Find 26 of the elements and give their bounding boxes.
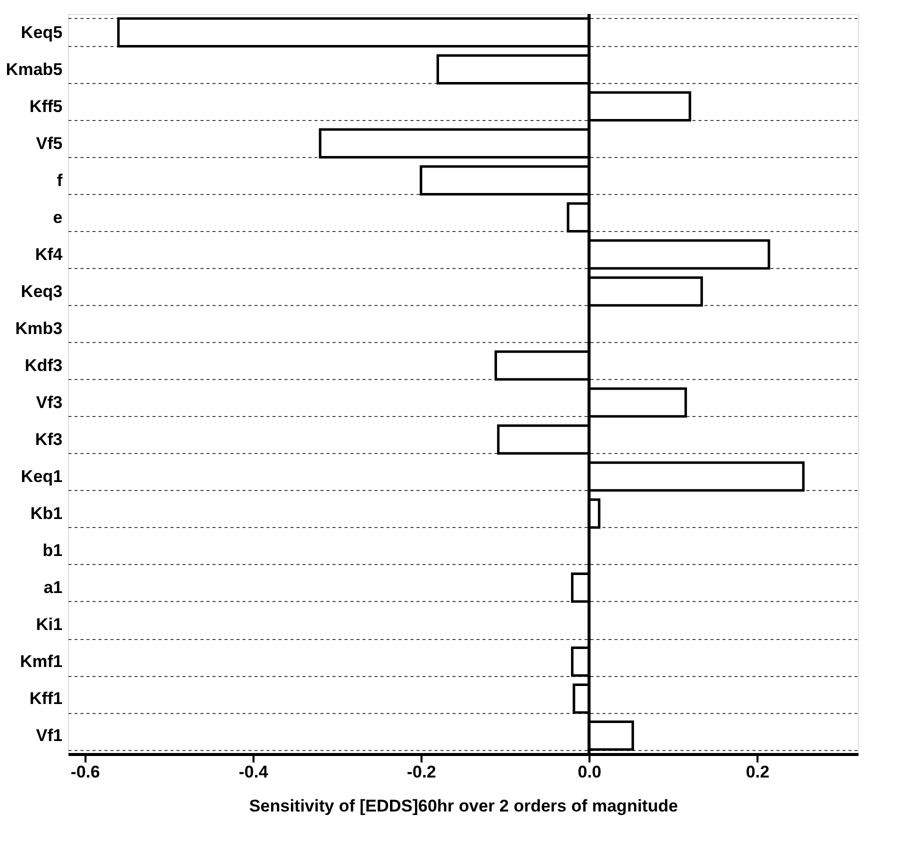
y-tick-label: Kff1 — [29, 689, 62, 708]
y-tick-label: Kb1 — [30, 504, 62, 524]
y-tick-label: Vf5 — [36, 134, 62, 153]
y-tick-label: Keq3 — [20, 282, 62, 301]
y-tick-label: Kff5 — [29, 96, 62, 116]
y-tick-label: Kf3 — [35, 430, 62, 450]
x-tick-label: -0.2 — [406, 762, 436, 782]
y-tick-label: Vf3 — [36, 393, 62, 412]
x-axis-title: Sensitivity of [EDDS]60hr over 2 orders of magnitude — [249, 796, 678, 816]
y-tick-label: Keq5 — [20, 22, 62, 42]
x-tick-label: -0.4 — [238, 762, 269, 782]
y-tick-label: e — [53, 208, 62, 227]
y-tick-label: a1 — [44, 578, 62, 598]
y-tick-label: Kmf1 — [20, 652, 62, 672]
y-tick-label: f — [56, 170, 63, 190]
y-tick-label: Kmab5 — [6, 60, 62, 79]
x-tick-label: -0.6 — [70, 762, 100, 782]
y-tick-label: Vf1 — [36, 726, 62, 746]
y-tick-label: Kf4 — [35, 244, 64, 264]
x-tick-label: 0.2 — [746, 762, 770, 782]
y-tick-label: Keq1 — [20, 467, 62, 486]
y-tick-label: b1 — [42, 541, 62, 560]
y-tick-label: Kdf3 — [24, 356, 62, 375]
x-tick-label: 0.0 — [578, 762, 602, 782]
y-tick-label: Ki1 — [36, 615, 62, 634]
y-tick-label: Kmb3 — [15, 318, 62, 338]
